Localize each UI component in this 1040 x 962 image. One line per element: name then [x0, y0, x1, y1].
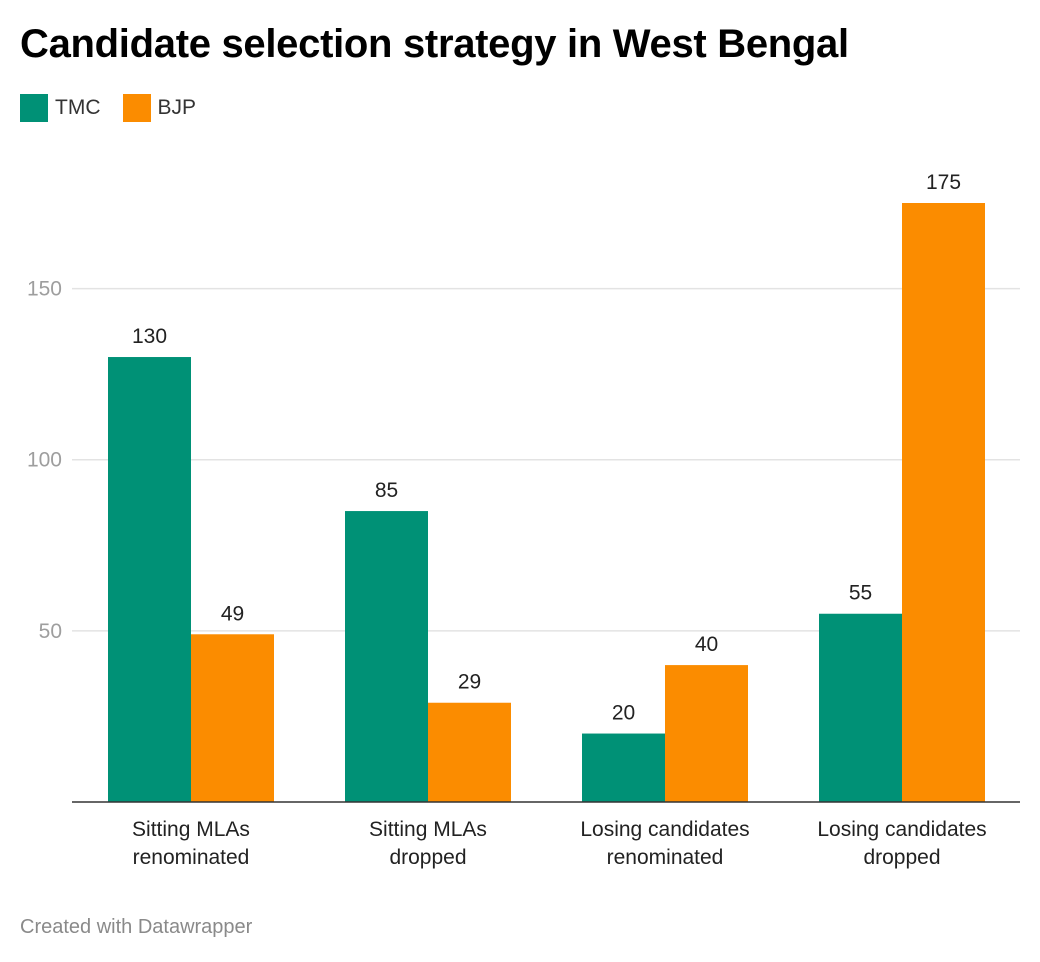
bar-tmc-3: [819, 613, 902, 802]
value-label-bjp-1: 29: [458, 671, 481, 694]
value-label-tmc-2: 20: [612, 702, 635, 725]
legend-label-tmc: TMC: [55, 96, 101, 119]
y-tick-label-150: 150: [27, 278, 62, 301]
y-tick-label-100: 100: [27, 449, 62, 472]
x-tick-label-3-0: Losing candidates: [817, 818, 986, 841]
legend-item-tmc: TMC: [20, 94, 101, 122]
x-tick-label-2-1: renominated: [607, 846, 724, 869]
y-tick-label-50: 50: [39, 620, 62, 643]
x-tick-label-2-0: Losing candidates: [580, 818, 749, 841]
bar-bjp-2: [665, 665, 748, 802]
footer-credit: Created with Datawrapper: [20, 916, 253, 938]
legend-item-bjp: BJP: [122, 94, 197, 122]
bar-bjp-0: [191, 634, 274, 802]
bar-chart: 50 100 150 130 49 Sitting MLAs renominated 85 29…: [27, 171, 1020, 869]
value-label-tmc-1: 85: [375, 479, 398, 502]
legend-swatch-bjp: [122, 94, 151, 122]
legend-label-bjp: BJP: [157, 96, 197, 119]
legend-swatch-tmc: [20, 94, 48, 122]
bar-tmc-1: [345, 511, 428, 802]
x-tick-label-1-1: dropped: [389, 846, 466, 869]
value-label-bjp-2: 40: [695, 633, 718, 656]
legend: TMC BJP: [20, 94, 218, 122]
value-label-tmc-0: 130: [132, 325, 167, 348]
bar-tmc-2: [582, 733, 665, 802]
x-tick-label-0-0: Sitting MLAs: [132, 818, 250, 841]
value-label-bjp-3: 175: [926, 171, 961, 194]
value-label-tmc-3: 55: [849, 582, 872, 605]
bar-bjp-1: [428, 702, 511, 802]
x-tick-label-1-0: Sitting MLAs: [369, 818, 487, 841]
x-tick-label-0-1: renominated: [133, 846, 250, 869]
bar-bjp-3: [902, 203, 985, 802]
x-tick-label-3-1: dropped: [863, 846, 940, 869]
value-label-bjp-0: 49: [221, 602, 244, 625]
bar-tmc-0: [108, 357, 191, 802]
chart-title: Candidate selection strategy in West Ben…: [20, 22, 849, 66]
